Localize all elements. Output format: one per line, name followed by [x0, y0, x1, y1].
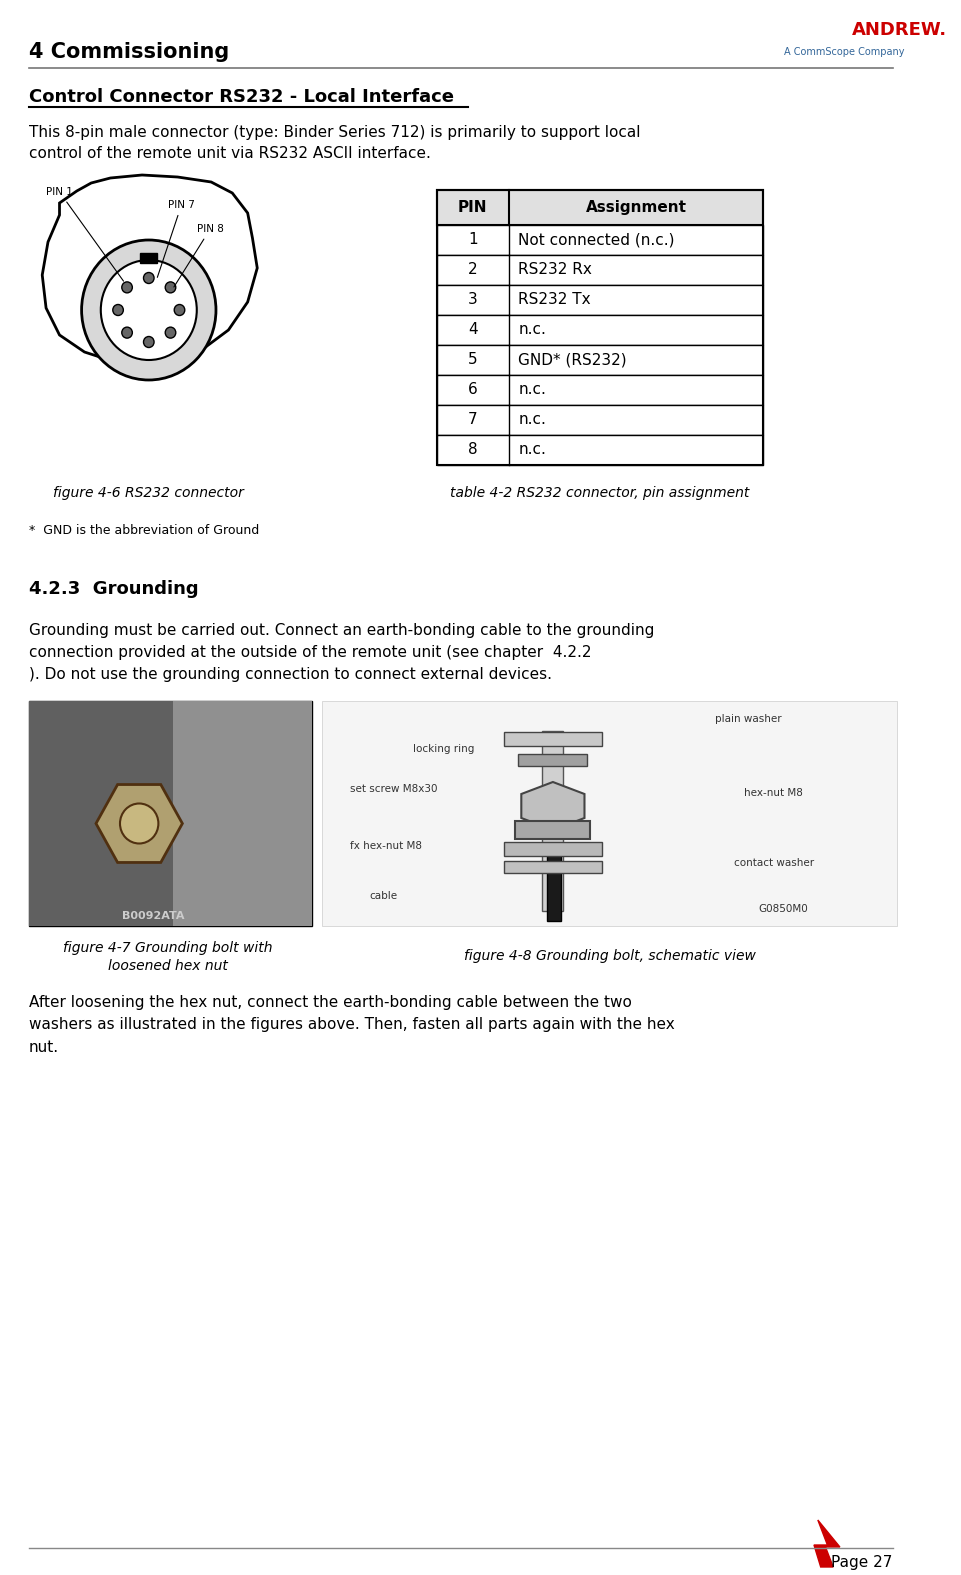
Text: GND* (RS232): GND* (RS232) — [518, 353, 627, 367]
Text: 8: 8 — [468, 443, 478, 457]
Text: RS232 Rx: RS232 Rx — [518, 263, 592, 277]
Text: This 8-pin male connector (type: Binder Series 712) is primarily to support loca: This 8-pin male connector (type: Binder … — [29, 126, 640, 140]
Text: nut.: nut. — [29, 1040, 59, 1055]
Text: washers as illustrated in the figures above. Then, fasten all parts again with t: washers as illustrated in the figures ab… — [29, 1017, 675, 1033]
Text: plain washer: plain washer — [715, 713, 781, 724]
Text: figure 4-7 Grounding bolt with: figure 4-7 Grounding bolt with — [63, 940, 273, 954]
Circle shape — [165, 282, 176, 293]
Bar — [29, 701, 312, 926]
Polygon shape — [42, 175, 258, 367]
Bar — [518, 754, 587, 765]
Bar — [436, 405, 763, 435]
Circle shape — [120, 803, 159, 844]
Text: ANDREW.: ANDREW. — [852, 20, 948, 39]
Bar — [436, 315, 763, 345]
Bar — [436, 255, 763, 285]
Text: PIN: PIN — [458, 200, 487, 216]
Text: PIN 7: PIN 7 — [158, 200, 195, 277]
Polygon shape — [521, 783, 584, 830]
Text: Assignment: Assignment — [585, 200, 686, 216]
Bar — [436, 345, 763, 375]
Text: RS232 Tx: RS232 Tx — [518, 293, 591, 307]
Text: B0092ATA: B0092ATA — [122, 910, 185, 921]
Text: n.c.: n.c. — [518, 323, 546, 337]
Bar — [504, 843, 602, 855]
Polygon shape — [814, 1520, 840, 1567]
Text: n.c.: n.c. — [518, 413, 546, 427]
Bar — [436, 435, 763, 465]
Bar — [504, 732, 602, 747]
Text: locking ring: locking ring — [413, 743, 474, 754]
Text: Grounding must be carried out. Connect an earth-bonding cable to the grounding: Grounding must be carried out. Connect a… — [29, 624, 654, 638]
Bar — [436, 375, 763, 405]
Text: A CommScope Company: A CommScope Company — [784, 47, 905, 57]
Text: 6: 6 — [468, 383, 478, 397]
Text: 4 Commissioning: 4 Commissioning — [29, 43, 229, 61]
Text: contact washer: contact washer — [734, 858, 814, 868]
Text: n.c.: n.c. — [518, 443, 546, 457]
Text: After loosening the hex nut, connect the earth-bonding cable between the two: After loosening the hex nut, connect the… — [29, 995, 631, 1011]
Text: 4.2.3  Grounding: 4.2.3 Grounding — [29, 580, 198, 598]
Text: fx hex-nut M8: fx hex-nut M8 — [351, 841, 422, 851]
Text: table 4-2 RS232 connector, pin assignment: table 4-2 RS232 connector, pin assignmen… — [451, 487, 750, 499]
Text: 1: 1 — [468, 233, 478, 247]
Bar — [542, 731, 563, 910]
Text: 2: 2 — [468, 263, 478, 277]
Bar — [140, 254, 158, 263]
Bar — [29, 701, 173, 926]
Text: 3: 3 — [468, 293, 478, 307]
Bar — [547, 850, 560, 921]
Bar — [173, 701, 312, 926]
Text: Page 27: Page 27 — [831, 1555, 893, 1570]
Circle shape — [122, 282, 133, 293]
Text: 7: 7 — [468, 413, 478, 427]
Bar — [322, 701, 898, 926]
Text: cable: cable — [370, 891, 398, 901]
Text: hex-nut M8: hex-nut M8 — [744, 788, 802, 799]
Text: 5: 5 — [468, 353, 478, 367]
Text: loosened hex nut: loosened hex nut — [108, 959, 228, 973]
Text: control of the remote unit via RS232 ASCII interface.: control of the remote unit via RS232 ASC… — [29, 145, 431, 161]
Bar — [436, 285, 763, 315]
Text: 4: 4 — [468, 323, 478, 337]
Circle shape — [82, 239, 216, 380]
Text: figure 4-6 RS232 connector: figure 4-6 RS232 connector — [54, 487, 244, 499]
Text: *  GND is the abbreviation of Ground: * GND is the abbreviation of Ground — [29, 524, 259, 537]
Circle shape — [112, 304, 123, 315]
Polygon shape — [96, 784, 183, 863]
Text: Control Connector RS232 - Local Interface: Control Connector RS232 - Local Interfac… — [29, 88, 454, 106]
Circle shape — [165, 328, 176, 339]
Bar — [436, 191, 763, 465]
Bar — [436, 191, 763, 225]
Bar — [436, 225, 763, 255]
Bar — [504, 862, 602, 873]
Circle shape — [143, 337, 154, 348]
Text: ). Do not use the grounding connection to connect external devices.: ). Do not use the grounding connection t… — [29, 668, 552, 682]
Text: set screw M8x30: set screw M8x30 — [351, 784, 438, 794]
Text: PIN 8: PIN 8 — [174, 224, 224, 287]
Circle shape — [174, 304, 185, 315]
Text: figure 4-8 Grounding bolt, schematic view: figure 4-8 Grounding bolt, schematic vie… — [463, 950, 755, 962]
Text: n.c.: n.c. — [518, 383, 546, 397]
Circle shape — [143, 272, 154, 284]
Text: connection provided at the outside of the remote unit (see chapter  4.2.2: connection provided at the outside of th… — [29, 646, 591, 660]
Circle shape — [122, 328, 133, 339]
Circle shape — [101, 260, 197, 361]
Text: Not connected (n.c.): Not connected (n.c.) — [518, 233, 675, 247]
Text: G0850M0: G0850M0 — [758, 904, 808, 914]
Bar — [515, 821, 590, 839]
Text: PIN 1: PIN 1 — [46, 187, 124, 280]
